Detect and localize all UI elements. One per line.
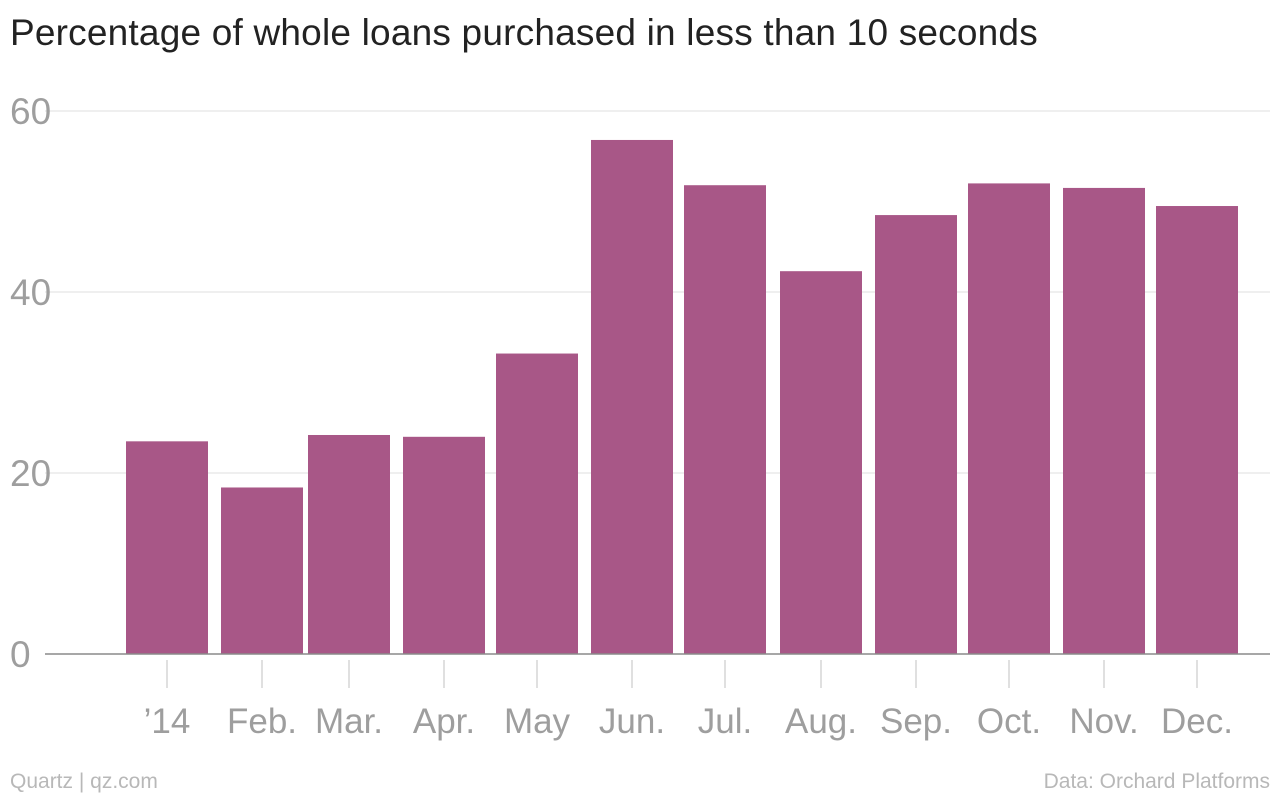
bar-2	[221, 487, 303, 654]
bars	[126, 139, 1238, 655]
x-tick-label: Dec.	[1161, 702, 1233, 741]
bar-9	[875, 215, 957, 654]
bar-6	[591, 139, 673, 654]
x-axis	[45, 653, 1270, 688]
chart-title: Percentage of whole loans purchased in l…	[10, 12, 1038, 53]
y-axis-ticks: 0 20 40 60	[10, 91, 51, 675]
y-tick-label: 20	[10, 453, 51, 494]
source-credit: Quartz | qz.com	[10, 770, 158, 793]
bar-11	[1063, 187, 1145, 655]
bar-5	[496, 353, 578, 654]
bar-10	[968, 183, 1050, 654]
data-source: Data: Orchard Platforms	[1043, 770, 1270, 793]
bar-12	[1156, 206, 1238, 654]
x-tick-label: Jun.	[599, 702, 665, 741]
bar-1	[126, 441, 208, 654]
x-tick-label: Mar.	[315, 702, 383, 741]
x-tick-label: Apr.	[413, 702, 475, 741]
bar-3	[308, 434, 390, 654]
bar-8	[780, 271, 862, 654]
x-tick-label: May	[504, 702, 571, 741]
y-tick-label: 40	[10, 272, 51, 313]
x-tick-label: ’14	[144, 702, 191, 741]
x-axis-ticks: ’14 Feb. Mar. Apr. May Jun. Jul. Aug. Sep. Oct. No…	[144, 702, 1233, 741]
x-tick-label: Sep.	[880, 702, 952, 741]
x-tick-label: Feb.	[227, 702, 297, 741]
bar-7	[684, 185, 766, 654]
x-tick-label: Nov.	[1069, 702, 1138, 741]
x-tick-label: Jul.	[698, 702, 752, 741]
x-tick-label: Oct.	[977, 702, 1041, 741]
bar-4	[403, 436, 485, 654]
y-tick-label: 60	[10, 91, 51, 132]
y-tick-label: 0	[10, 634, 31, 675]
x-tick-label: Aug.	[785, 702, 857, 741]
